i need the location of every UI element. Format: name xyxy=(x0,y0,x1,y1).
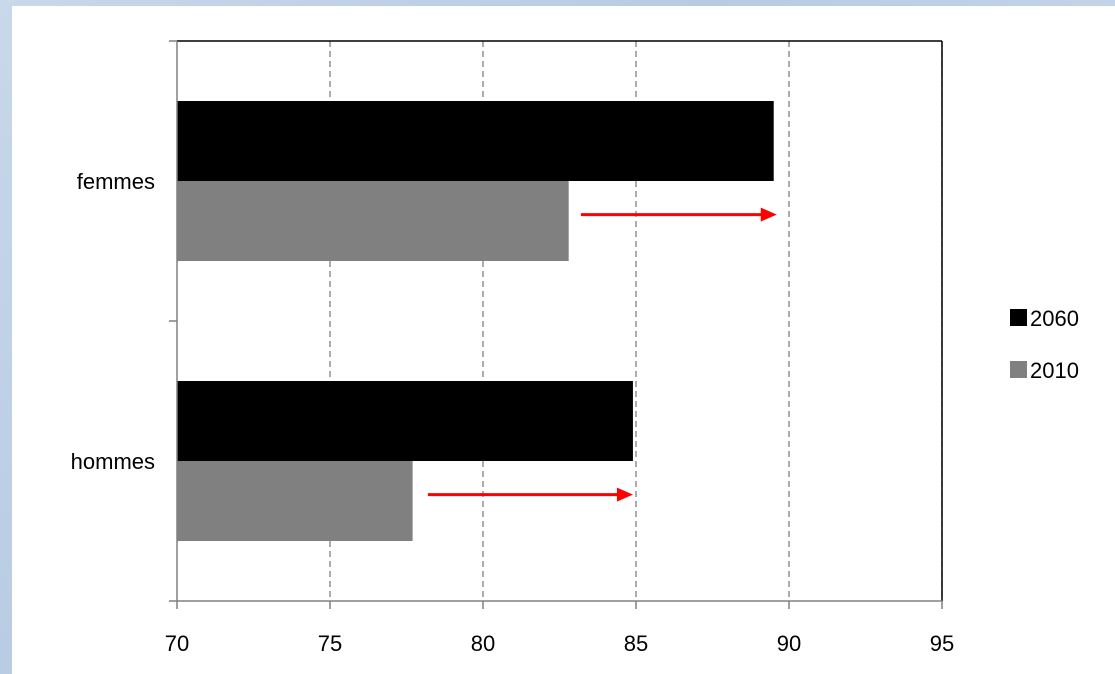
chart-frame: femmes hommes 70 75 80 85 90 95 2060 2010 xyxy=(12,6,1115,674)
axes: femmes hommes 70 75 80 85 90 95 xyxy=(71,40,954,656)
category-label-femmes: femmes xyxy=(77,169,155,194)
legend: 2060 2010 xyxy=(1010,306,1079,383)
bar-femmes-2010 xyxy=(177,181,569,261)
arrow-head-femmes xyxy=(760,207,777,222)
x-tick-label-80: 80 xyxy=(471,631,495,656)
legend-label-2010: 2010 xyxy=(1030,358,1079,383)
x-tick-label-70: 70 xyxy=(165,631,189,656)
bars xyxy=(177,101,774,541)
legend-label-2060: 2060 xyxy=(1030,306,1079,331)
x-tick-label-95: 95 xyxy=(930,631,954,656)
bar-chart: femmes hommes 70 75 80 85 90 95 2060 2010 xyxy=(71,40,1079,656)
bar-hommes-2060 xyxy=(177,381,633,461)
arrows xyxy=(427,207,777,502)
category-label-hommes: hommes xyxy=(71,449,155,474)
bar-hommes-2010 xyxy=(177,461,413,541)
legend-swatch-2060 xyxy=(1010,309,1027,326)
x-tick-label-90: 90 xyxy=(777,631,801,656)
bar-femmes-2060 xyxy=(177,101,774,181)
legend-swatch-2010 xyxy=(1010,361,1027,378)
x-tick-label-75: 75 xyxy=(318,631,342,656)
arrow-head-hommes xyxy=(616,487,633,502)
x-tick-label-85: 85 xyxy=(624,631,648,656)
